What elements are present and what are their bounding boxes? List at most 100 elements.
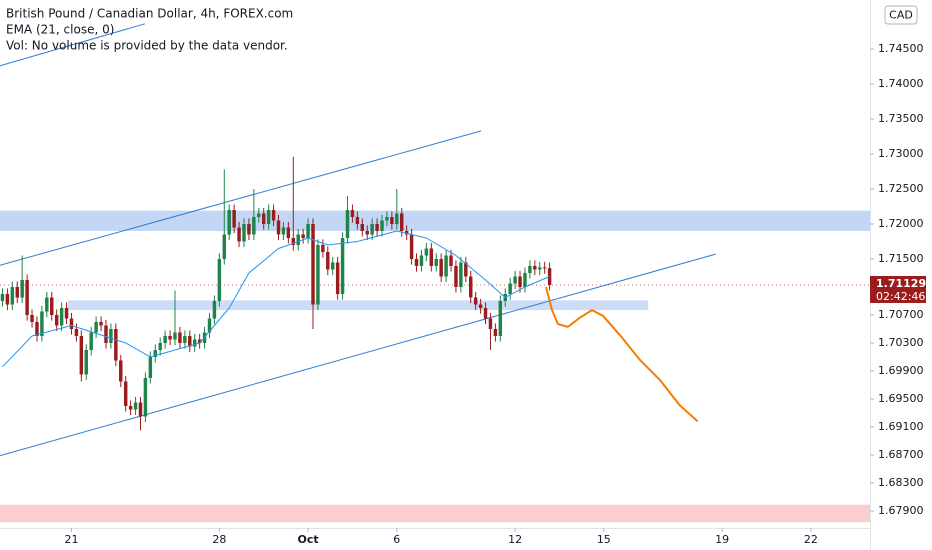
candle-body [395,213,399,224]
candle-body [45,297,49,312]
candle-body [464,262,468,277]
y-tick-label: 1.71500 [878,252,924,265]
y-tick-label: 1.69500 [878,392,924,405]
candle-body [469,276,473,298]
candle-body [345,209,350,238]
candle-body [419,255,424,266]
candle-body [168,335,172,340]
candle-body [158,342,162,350]
candle-body [25,279,29,315]
currency-box[interactable] [884,5,918,25]
candle-body [232,209,236,228]
candle-body [138,402,143,417]
trendline [0,23,146,67]
candle-body [50,297,54,315]
candle-body [35,321,39,336]
candle-body [133,402,138,410]
candle-body [261,213,266,224]
candle-body [212,300,217,319]
candle-body [207,318,212,333]
candle-body [54,314,59,326]
candle-body [296,234,300,245]
trendline [0,130,482,266]
candle-body [276,220,281,235]
candle-body [114,328,118,361]
y-tick-label: 1.69100 [878,420,924,433]
y-tick-label: 1.72500 [878,182,924,195]
y-tick-label: 1.68300 [878,476,924,489]
candle-body [365,230,369,235]
candle-body [518,276,522,287]
candle-body [286,227,291,238]
x-tick-label: 19 [715,533,729,546]
candle-body [188,335,192,347]
candle-body [330,262,335,270]
candle-body [493,328,498,336]
candle-body [360,223,365,231]
candle-body [74,328,79,336]
zone [0,504,870,523]
zone [0,210,870,231]
candle-body [355,216,360,224]
candle-body [370,223,374,235]
countdown: 02:42:46 [876,290,925,303]
y-tick-label: 1.74500 [878,42,924,55]
candle-body [40,311,44,336]
candle-body [217,258,222,301]
ema [2,230,550,368]
candle-body [488,318,493,329]
indicator-label: EMA (21, close, 0) [6,23,114,37]
candle-body [542,267,547,269]
candle-body [84,349,88,375]
candle-body [222,234,227,259]
candle-body [153,349,157,357]
plot-area [0,23,870,523]
candle-body [89,332,93,350]
candle-body [237,227,241,242]
candle-body [449,255,453,266]
candle-body [128,405,133,410]
candle-body [454,265,458,287]
candle-body [316,244,320,305]
candle-body [104,325,108,343]
candle-body [257,213,261,217]
candle-body [335,262,340,294]
candle-body [271,209,276,221]
y-tick-label: 1.70300 [878,336,924,349]
y-tick-label: 1.70700 [878,308,924,321]
candle-body [409,234,414,259]
candle-body [94,321,98,333]
last-price-label: 1.71129 [876,277,926,290]
candle-body [242,223,246,242]
candle-body [321,244,325,252]
zone [68,300,649,311]
y-tick-label: 1.74000 [878,77,924,90]
candle-body [434,258,438,266]
candle-body [478,304,483,308]
candle-body [523,272,527,287]
candle-body [247,223,251,235]
candle-body [340,237,345,294]
candle-body [301,234,305,238]
candle-body [291,237,296,245]
candle-body [69,318,74,329]
candle-body [266,209,271,224]
candle-body [64,307,69,319]
candle-body [375,223,379,231]
candle-body [0,293,5,301]
candle-body [178,332,182,343]
candle-body [400,213,404,231]
trendline [0,253,716,457]
candle-body [10,286,15,305]
x-tick-label: Oct [298,533,319,546]
candle-body [404,230,409,235]
candle-body [350,209,355,217]
y-tick-label: 1.69900 [878,364,924,377]
candle-body [385,216,389,221]
candle-body [513,276,517,284]
candle-body [99,321,103,326]
y-tick-label: 1.68700 [878,448,924,461]
currency-label[interactable]: CAD [889,9,913,22]
candle-body [380,220,384,231]
